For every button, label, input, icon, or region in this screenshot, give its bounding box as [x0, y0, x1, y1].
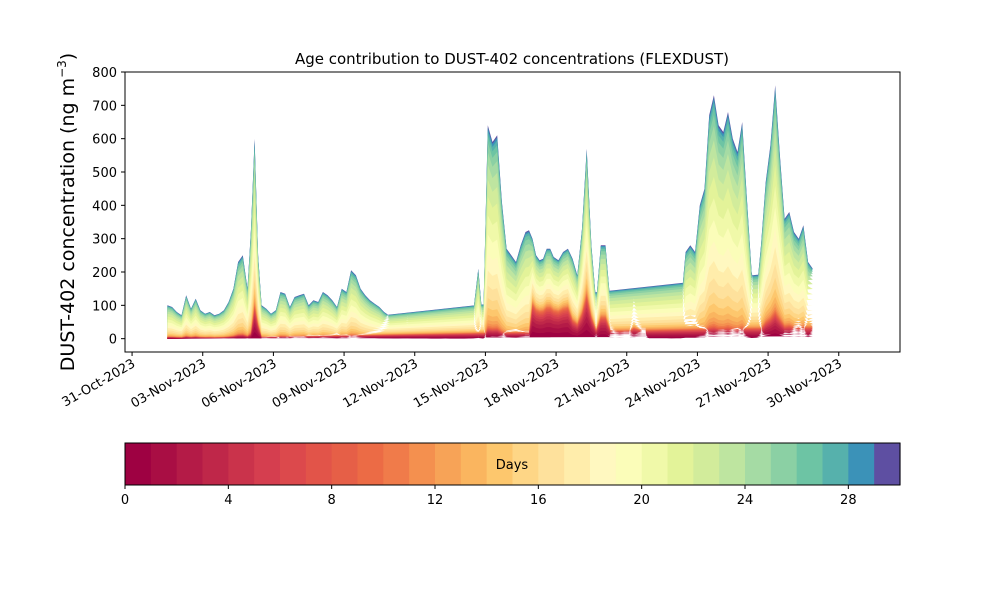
colorbar-bin-28 — [848, 443, 875, 485]
x-tick-label-9: 27-Nov-2023 — [694, 356, 774, 411]
colorbar-bin-10 — [383, 443, 410, 485]
colorbar-label: Days — [496, 458, 529, 473]
x-tick-label-1: 03-Nov-2023 — [128, 356, 208, 411]
age-bin-area-3 — [167, 311, 813, 339]
x-tick-label-2: 06-Nov-2023 — [199, 356, 279, 411]
y-tick-label-5: 500 — [92, 166, 117, 181]
colorbar-bin-15 — [512, 443, 539, 485]
colorbar-tick-label-2: 8 — [328, 493, 336, 508]
age-bin-area-0 — [167, 329, 813, 339]
y-tick-label-6: 600 — [92, 133, 117, 148]
colorbar-bin-20 — [641, 443, 669, 485]
x-tick-label-4: 12-Nov-2023 — [340, 356, 420, 411]
colorbar-bin-4 — [228, 443, 255, 485]
stacked-age-areas — [167, 85, 813, 339]
colorbar-bin-1 — [150, 443, 178, 485]
colorbar-bin-0 — [125, 443, 152, 485]
colorbar-bin-2 — [176, 443, 204, 485]
colorbar-bin-12 — [435, 443, 462, 485]
colorbar-bin-7 — [305, 443, 333, 485]
plot-frame — [124, 71, 901, 353]
y-axis-label-close: ) — [57, 53, 79, 60]
x-tick-label-6: 18-Nov-2023 — [482, 356, 562, 411]
colorbar-bin-18 — [590, 443, 617, 485]
y-tick-label-2: 200 — [92, 266, 117, 281]
age-bin-area-1 — [167, 322, 813, 339]
colorbar-bin-27 — [822, 443, 849, 485]
y-axis-label-main: DUST-402 concentration (ng m — [57, 78, 79, 371]
age-bin-area-2 — [167, 316, 813, 339]
colorbar-frame — [124, 442, 901, 486]
colorbar-bin-6 — [280, 443, 307, 485]
age-colorbar: 0 4 8 12 16 20 24 28 — [121, 442, 901, 508]
y-axis-label-superscript: −3 — [55, 60, 69, 78]
colorbar-tick-label-7: 28 — [840, 493, 857, 508]
y-tick-label-7: 700 — [92, 99, 117, 114]
colorbar-bin-24 — [745, 443, 772, 485]
age-bin-area-15 — [167, 270, 813, 339]
colorbar-bin-19 — [615, 443, 643, 485]
colorbar-tick-label-1: 4 — [224, 493, 232, 508]
colorbar-bin-26 — [796, 443, 824, 485]
colorbar-tick-label-0: 0 — [121, 493, 129, 508]
colorbar-tick-label-5: 20 — [633, 493, 650, 508]
colorbar-bin-21 — [667, 443, 694, 485]
colorbar-bin-13 — [460, 443, 488, 485]
y-tick-label-4: 400 — [92, 199, 117, 214]
colorbar-bin-17 — [564, 443, 591, 485]
colorbar-tick-label-4: 16 — [530, 493, 547, 508]
colorbar-bin-3 — [202, 443, 229, 485]
colorbar-bin-5 — [254, 443, 281, 485]
y-tick-label-1: 100 — [92, 299, 117, 314]
x-tick-label-8: 24-Nov-2023 — [623, 356, 703, 411]
colorbar-bin-22 — [693, 443, 720, 485]
x-tick-label-10: 30-Nov-2023 — [764, 356, 844, 411]
colorbar-bin-16 — [538, 443, 565, 485]
colorbar-bin-23 — [719, 443, 746, 485]
colorbar-tick-label-6: 24 — [737, 493, 754, 508]
y-tick-label-8: 800 — [92, 66, 117, 81]
chart-title: Age contribution to DUST-402 concentrati… — [295, 50, 729, 68]
colorbar-bin-14 — [486, 443, 514, 485]
colorbar-bin-11 — [409, 443, 436, 485]
colorbar-bin-9 — [357, 443, 384, 485]
colorbar-bin-25 — [770, 443, 798, 485]
x-tick-label-5: 15-Nov-2023 — [411, 356, 491, 411]
x-tick-label-3: 09-Nov-2023 — [270, 356, 350, 411]
colorbar-bin-29 — [874, 443, 901, 485]
y-tick-label-3: 300 — [92, 233, 117, 248]
y-tick-label-0: 0 — [109, 333, 117, 348]
y-axis-label: DUST-402 concentration (ng m−3) — [55, 53, 79, 371]
colorbar-bin-8 — [331, 443, 359, 485]
x-tick-label-7: 21-Nov-2023 — [552, 356, 632, 411]
colorbar-tick-label-3: 12 — [427, 493, 444, 508]
